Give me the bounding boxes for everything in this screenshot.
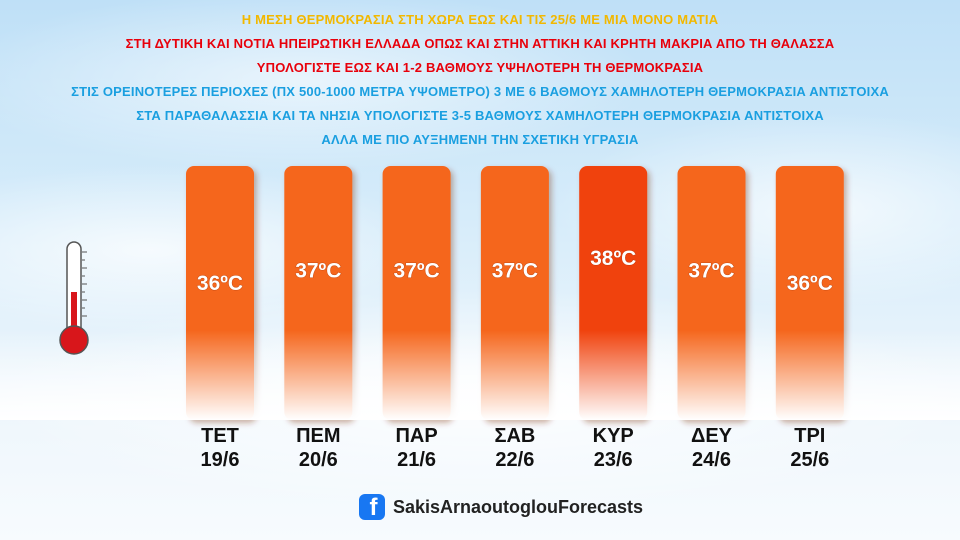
day-label: ΠΕΜ <box>296 425 340 447</box>
day-label: ΤΕΤ <box>201 425 239 447</box>
day-label: ΚΥΡ <box>593 425 634 447</box>
footer-page-name[interactable]: SakisArnaoutoglouForecasts <box>393 496 644 517</box>
bar-value-label: 37ºC <box>295 260 341 283</box>
headline-line-1: Η ΜΕΣΗ ΘΕΡΜΟΚΡΑΣΙΑ ΣΤΗ ΧΩΡΑ ΕΩΣ ΚΑΙ ΤΙΣ … <box>241 12 719 27</box>
bar-value-label: 37ºC <box>688 260 734 283</box>
date-label: 22/6 <box>495 449 534 471</box>
day-label: ΣΑΒ <box>494 425 535 447</box>
date-label: 21/6 <box>397 449 436 471</box>
day-label: ΤΡΙ <box>794 425 825 447</box>
footer: f SakisArnaoutoglouForecasts <box>359 492 643 522</box>
headline-line-2: ΣΤΗ ΔΥΤΙΚΗ ΚΑΙ ΝΟΤΙΑ ΗΠΕΙΡΩΤΙΚΗ ΕΛΛΑΔΑ Ο… <box>125 36 835 51</box>
date-label: 25/6 <box>790 449 829 471</box>
headline-line-3: ΥΠΟΛΟΓΙΣΤΕ ΕΩΣ ΚΑΙ 1-2 ΒΑΘΜΟΥΣ ΥΨΗΛΟΤΕΡΗ… <box>256 60 704 75</box>
bar-value-label: 37ºC <box>492 260 538 283</box>
headline-line-4: ΣΤΙΣ ΟΡΕΙΝΟΤΕΡΕΣ ΠΕΡΙΟΧΕΣ (ΠΧ 500-1000 Μ… <box>71 84 889 99</box>
day-label: ΠΑΡ <box>395 425 437 447</box>
date-label: 19/6 <box>201 449 240 471</box>
date-label: 23/6 <box>594 449 633 471</box>
date-label: 20/6 <box>299 449 338 471</box>
headline-line-5: ΣΤΑ ΠΑΡΑΘΑΛΑΣΣΙΑ ΚΑΙ ΤΑ ΝΗΣΙΑ ΥΠΟΛΟΓΙΣΤΕ… <box>136 108 824 123</box>
bar-value-label: 38ºC <box>590 247 636 270</box>
bar-fade-overlay <box>0 330 960 420</box>
bar-value-label: 36ºC <box>787 272 833 295</box>
bar-value-label: 37ºC <box>393 260 439 283</box>
facebook-icon[interactable]: f <box>359 494 385 520</box>
day-label: ΔΕΥ <box>691 425 733 447</box>
headline-line-6: ΑΛΛΑ ΜΕ ΠΙΟ ΑΥΞΗΜΕΝΗ ΤΗΝ ΣΧΕΤΙΚΗ ΥΓΡΑΣΙΑ <box>321 132 639 147</box>
date-label: 24/6 <box>692 449 731 471</box>
thermometer-icon <box>56 240 96 360</box>
bar-value-label: 36ºC <box>197 272 243 295</box>
